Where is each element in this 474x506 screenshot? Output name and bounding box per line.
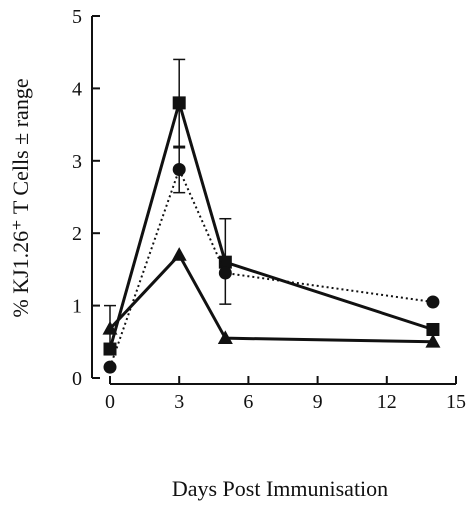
data-point-square [218, 255, 232, 269]
x-tick-label: 9 [313, 391, 323, 413]
x-tick-label: 3 [174, 391, 184, 413]
series-layer [102, 58, 441, 374]
data-point-circle [172, 162, 186, 176]
y-axis: 0 1 2 3 4 5 [72, 6, 100, 390]
x-axis-label: Days Post Immunisation [172, 476, 388, 501]
y-tick-label: 0 [72, 368, 82, 390]
series-line [109, 166, 434, 368]
data-point-circle [218, 266, 232, 280]
data-point-triangle [217, 330, 233, 345]
y-tick-label: 3 [72, 151, 82, 173]
x-tick-label: 0 [105, 391, 115, 413]
data-point-circle [426, 295, 440, 309]
data-point-square [426, 322, 440, 336]
x-tick-label: 12 [377, 391, 397, 413]
data-point-triangle [171, 247, 187, 261]
x-ticks: 0 3 6 9 12 15 [105, 376, 466, 413]
y-tick-label: 2 [72, 223, 82, 245]
series-circle [103, 147, 440, 374]
y-tick-label: 5 [72, 6, 82, 28]
y-axis-label: % KJ1.26⁺ T Cells ± range [8, 78, 33, 317]
series-line [108, 252, 433, 344]
series-square [103, 58, 440, 356]
x-axis: 0 3 6 9 12 15 [105, 376, 466, 413]
y-tick-label: 4 [72, 78, 82, 100]
y-ticks: 0 1 2 3 4 5 [72, 6, 100, 390]
data-point-triangle [425, 334, 441, 348]
x-tick-label: 6 [243, 391, 253, 413]
x-tick-label: 15 [446, 391, 466, 413]
data-point-square [172, 96, 186, 110]
data-point-circle [103, 360, 117, 374]
data-point-triangle [102, 320, 118, 335]
series-line [108, 97, 434, 350]
data-point-square [103, 342, 117, 356]
y-tick-label: 1 [72, 296, 82, 318]
series-triangle [102, 247, 441, 348]
